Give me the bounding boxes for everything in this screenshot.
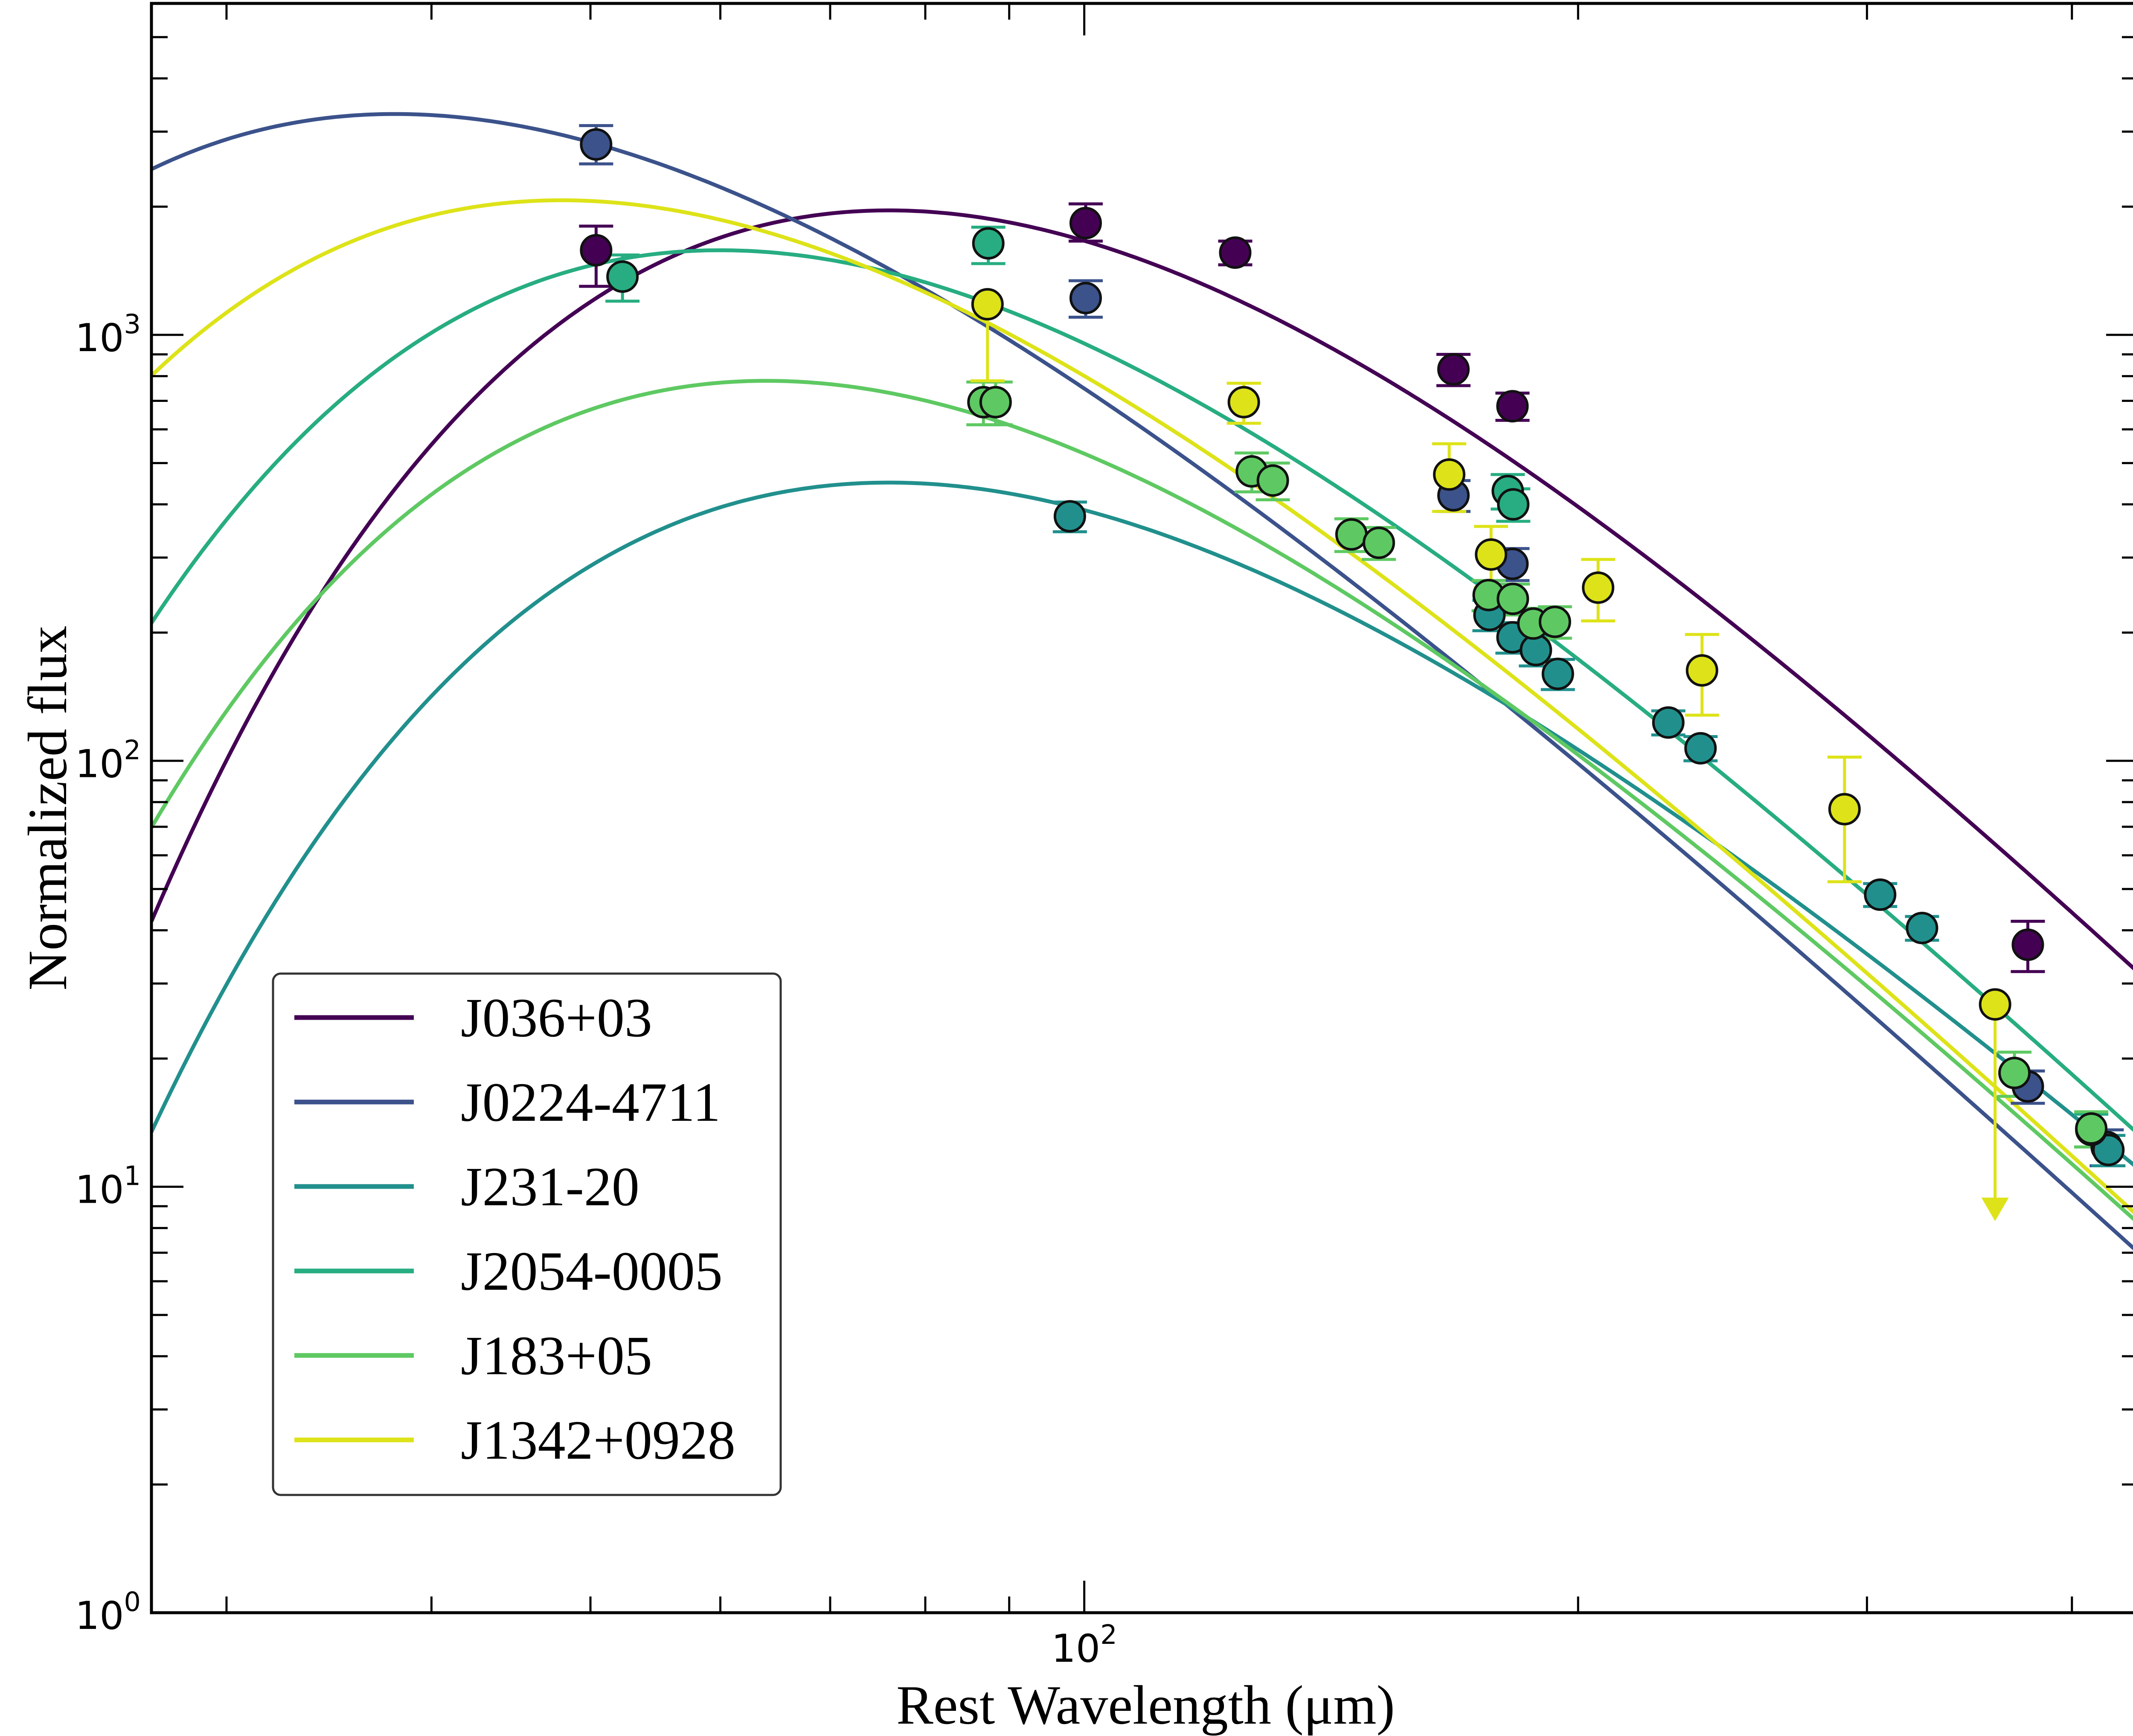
data-point-series-1 — [580, 128, 613, 161]
legend-label: J1342+0928 — [461, 1410, 735, 1471]
data-point-series-1 — [1069, 282, 1102, 314]
x-tick-label: 102 — [1052, 1619, 1117, 1671]
data-point-series-3 — [606, 260, 639, 293]
legend-label: J183+05 — [461, 1325, 652, 1387]
x-axis-title: Rest Wavelength (μm) — [896, 1675, 1395, 1736]
legend-label: J0224-4711 — [461, 1072, 721, 1133]
data-point-series-5 — [1433, 458, 1466, 491]
data-point-series-2 — [1684, 732, 1717, 765]
data-point-series-2 — [1053, 500, 1086, 533]
data-point-series-4 — [1538, 605, 1571, 638]
legend: J036+03 J0224-4711 J231-20 J2054-0005 J183+0… — [272, 972, 782, 1496]
fit-curve-series-0 — [151, 208, 2133, 971]
data-point-series-5 — [1979, 988, 2011, 1021]
data-point-series-5 — [971, 288, 1004, 321]
y-tick-label: 102 — [75, 734, 141, 786]
data-point-series-4 — [1335, 518, 1368, 551]
data-point-series-5 — [1227, 386, 1260, 419]
data-point-series-2 — [1541, 657, 1574, 690]
data-point-series-5 — [1582, 571, 1615, 604]
data-point-series-3 — [972, 227, 1005, 260]
data-point-series-5 — [1475, 538, 1508, 571]
fit-curve-series-2 — [151, 480, 2133, 1167]
data-point-series-2 — [1864, 878, 1897, 911]
fit-curves — [151, 112, 2133, 1250]
fit-curve-series-1 — [151, 112, 2133, 1250]
data-point-series-5 — [1828, 793, 1861, 826]
data-point-series-4 — [1256, 464, 1289, 497]
fit-curve-series-4 — [151, 379, 2133, 1221]
data-point-series-2 — [1520, 634, 1552, 666]
data-point-series-4 — [1497, 582, 1529, 615]
data-point-series-0 — [2011, 928, 2044, 961]
data-point-series-2 — [1652, 706, 1685, 739]
data-point-series-0 — [580, 234, 613, 267]
data-point-series-5 — [1685, 654, 1718, 687]
fit-curve-series-5 — [151, 198, 2133, 1214]
data-points — [580, 128, 2125, 1166]
axis-tick-labels: 102 100 101 102 103 — [75, 308, 1117, 1671]
data-point-series-0 — [1219, 236, 1252, 269]
data-point-series-4 — [979, 386, 1012, 419]
legend-label: J2054-0005 — [461, 1241, 723, 1302]
legend-label: J036+03 — [461, 987, 652, 1049]
data-point-series-0 — [1437, 353, 1470, 386]
legend-label: J231-20 — [461, 1156, 639, 1218]
data-point-series-4 — [2075, 1112, 2108, 1145]
data-point-series-2 — [1906, 912, 1938, 945]
fit-curve-series-3 — [151, 248, 2133, 1132]
data-point-series-0 — [1069, 206, 1102, 239]
plot-frame — [150, 2, 2133, 1614]
data-point-series-3 — [1497, 488, 1530, 521]
error-bars — [579, 124, 2126, 1221]
upper-limit-arrow — [1981, 1198, 2009, 1221]
y-axis-title: Normalized flux — [17, 625, 78, 991]
data-point-series-4 — [1363, 526, 1395, 559]
y-tick-label: 103 — [75, 308, 141, 361]
data-point-series-4 — [1998, 1056, 2031, 1089]
y-tick-label: 100 — [75, 1586, 141, 1638]
data-point-series-0 — [1496, 390, 1529, 423]
y-tick-label: 101 — [75, 1160, 141, 1213]
